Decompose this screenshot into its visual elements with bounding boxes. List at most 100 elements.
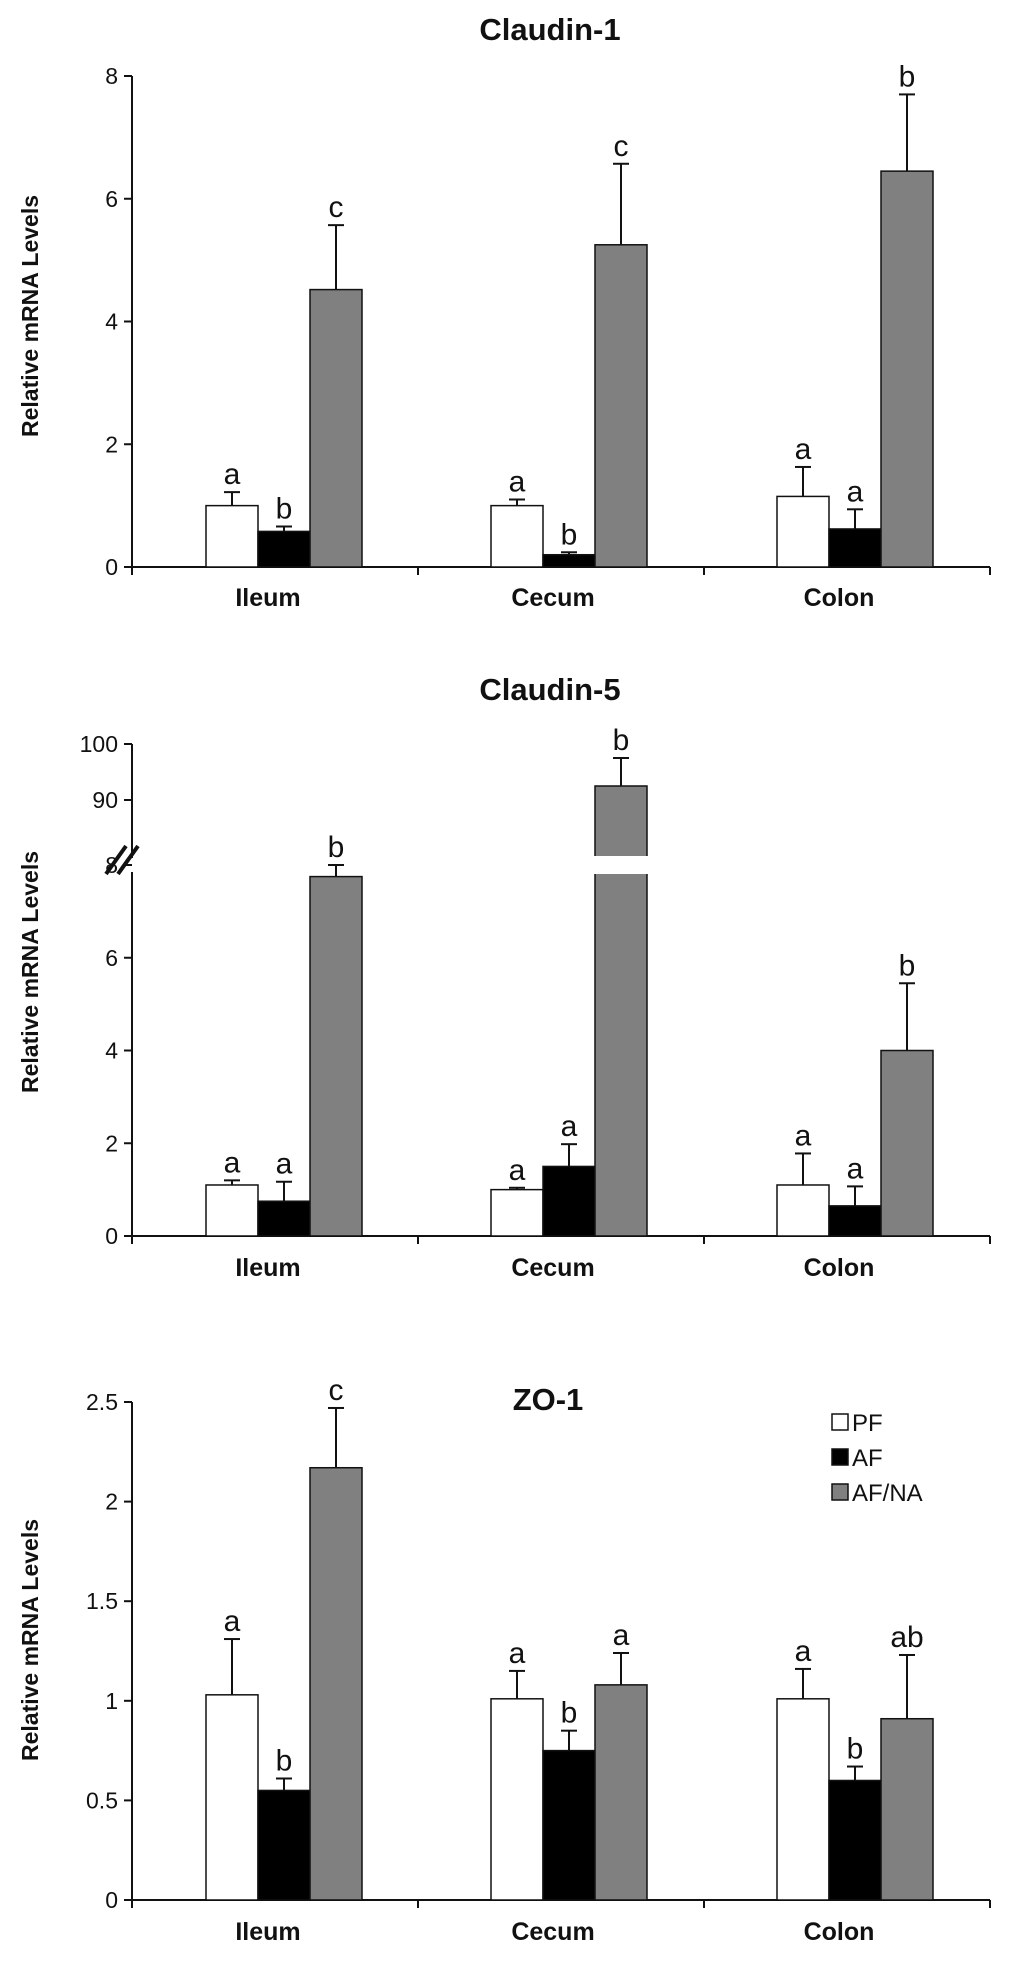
legend-item-af: AF [831,1445,883,1472]
significance-label: b [613,724,630,757]
y-tick-label: 4 [105,1038,118,1064]
significance-label: b [899,949,916,982]
bar-af-na [880,1049,934,1237]
bar-af-na [880,1717,934,1901]
y-axis-label: Relative mRNA Levels [17,1519,43,1761]
category-labels: Ileum Cecum Colon [235,1254,874,1282]
bar-af-na [309,1466,363,1901]
bar-af [257,530,311,568]
significance-label: a [224,1146,241,1179]
bar-af [257,1789,311,1901]
significance-label: b [276,1744,293,1777]
y-tick-label: 6 [105,186,118,212]
axis-break-mark [116,844,140,876]
bar-pf [205,1184,259,1237]
y-tick-label: 2 [105,431,118,457]
y-ticks: 0 0.5 1 1.5 2 2.5 [86,1389,132,1913]
bar-pf [776,1184,830,1237]
significance-label: b [328,831,345,864]
category-label: Ileum [235,1254,300,1282]
significance-label: b [847,1733,864,1766]
y-tick-label: 8 [105,852,118,878]
bar-af-na [594,1684,648,1901]
bar-af-na [309,288,363,568]
y-ticks: 0 2 4 6 8 90 100 [80,731,132,1249]
y-tick-label: 0 [105,1223,118,1249]
significance-label: a [509,1154,526,1187]
bar-af [828,1779,882,1901]
significance-label: a [224,458,241,491]
significance-label: a [795,1635,812,1668]
category-label: Colon [804,1254,875,1282]
category-labels: Ileum Cecum Colon [235,1918,874,1946]
category-label: Cecum [511,1918,594,1946]
legend-swatch [831,1413,849,1431]
bar-af [828,1205,882,1237]
bar-af-na [594,244,648,568]
significance-label: a [509,1637,526,1670]
significance-label: c [329,1374,344,1407]
legend-item-af-na: AF/NA [831,1480,923,1507]
y-tick-label: 8 [105,63,118,89]
y-tick-label: 100 [80,731,118,757]
bar-pf [205,1694,259,1901]
bar-pf [490,1188,544,1237]
bar-af-na [880,170,934,568]
chart-title: Claudin-1 [479,12,620,47]
significance-label: b [276,492,293,525]
y-tick-label: 0 [105,1887,118,1913]
significance-label: a [847,475,864,508]
bar-af [257,1200,311,1237]
category-label: Cecum [511,584,594,612]
y-ticks: 0 2 4 6 8 [105,63,132,580]
significance-label: b [561,1697,578,1730]
y-axis-label: Relative mRNA Levels [17,195,43,437]
y-tick-label: 0 [105,554,118,580]
y-tick-label: 90 [92,787,118,813]
zo-1-panel: ZO-1 Relative mRNA Levels 0 0.5 1 1.5 2 2.5 a… [17,1374,991,1946]
significance-label: b [561,518,578,551]
x-ticks [131,1900,991,1908]
bar-af-na [594,785,648,1237]
category-label: Ileum [235,584,300,612]
claudin-1-panel: Claudin-1 Relative mRNA Levels 0 2 4 6 8 a a a… [17,12,991,612]
x-ticks [131,1236,991,1244]
significance-label: c [614,130,629,163]
legend: PF AF AF/NA [831,1410,923,1507]
legend-swatch [831,1448,849,1466]
axis-break-mark [104,844,128,876]
significance-label: a [847,1152,864,1185]
significance-label: a [795,1119,812,1152]
y-tick-label: 2 [105,1489,118,1515]
y-axis-label: Relative mRNA Levels [17,851,43,1093]
y-tick-label: 4 [105,309,118,335]
significance-label: b [899,60,916,93]
y-tick-label: 2.5 [86,1389,118,1415]
bar-af [542,553,596,568]
significance-label: a [276,1148,293,1181]
bar-af [542,1749,596,1901]
y-tick-label: 2 [105,1130,118,1156]
legend-label: AF/NA [852,1480,923,1507]
category-label: Cecum [511,1254,594,1282]
significance-label: a [613,1619,630,1652]
x-ticks [131,567,991,575]
bar-af [542,1165,596,1237]
y-tick-label: 1 [105,1688,118,1714]
bar-break-gap [593,856,649,874]
bar-af-na [309,875,363,1237]
claudin-5-panel: Claudin-5 Relative mRNA Levels 0 2 4 6 8 90 10… [17,672,991,1282]
category-label: Ileum [235,1918,300,1946]
y-tick-label: 1.5 [86,1588,118,1614]
significance-label: a [561,1110,578,1143]
category-label: Colon [804,1918,875,1946]
bar-pf [205,504,259,568]
bar-pf [776,1698,830,1901]
significance-label: c [329,191,344,224]
significance-label: a [795,433,812,466]
bar-pf [490,504,544,568]
chart-title: ZO-1 [513,1382,584,1417]
significance-label: a [509,465,526,498]
